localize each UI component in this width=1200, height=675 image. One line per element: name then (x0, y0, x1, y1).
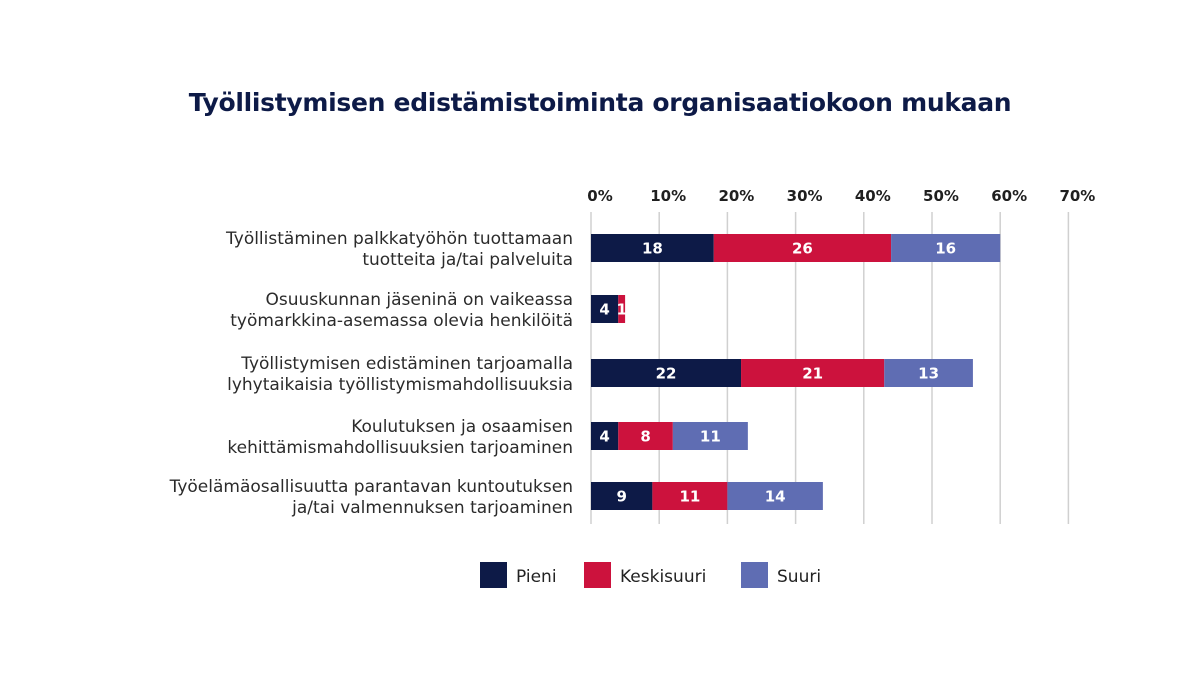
category-label: tuotteita ja/tai palveluita (362, 250, 573, 270)
x-tick-label: 0% (587, 187, 612, 205)
bar-segment-suuri (672, 422, 748, 450)
x-tick-label: 50% (923, 187, 959, 205)
x-tick-label: 60% (991, 187, 1027, 205)
x-tick-label: 20% (718, 187, 754, 205)
bar-segment-pieni (591, 482, 653, 510)
data-label: 11 (679, 488, 700, 506)
legend: Pieni Keskisuuri Suuri (480, 562, 821, 588)
bar-segment-pieni (591, 359, 742, 387)
bar-segment-suuri (884, 359, 973, 387)
data-label: 4 (599, 301, 609, 319)
bar-segment-keskisuuri (713, 234, 892, 262)
category-label: Työllistymisen edistäminen tarjoamalla (240, 354, 573, 374)
data-label: 21 (802, 365, 823, 383)
category-labels: Työllistäminen palkkatyöhön tuottamaantu… (169, 229, 573, 518)
data-label: 14 (765, 488, 786, 506)
bar-segment-keskisuuri (618, 422, 673, 450)
data-label: 13 (918, 365, 939, 383)
data-label: 18 (642, 240, 663, 258)
data-label: 22 (656, 365, 677, 383)
category-label: Työelämäosallisuutta parantavan kuntoutu… (169, 477, 573, 497)
bar-segment-pieni (591, 234, 714, 262)
category-label: Työllistäminen palkkatyöhön tuottamaan (225, 229, 573, 249)
category-label: lyhytaikaisia työllistymismahdollisuuksi… (227, 375, 573, 395)
legend-swatch-keskisuuri (584, 562, 611, 588)
chart-title: Työllistymisen edistämistoiminta organis… (188, 88, 1012, 117)
data-label: 11 (700, 428, 721, 446)
bar-segment-keskisuuri (618, 295, 626, 323)
data-label: 4 (599, 428, 609, 446)
legend-label: Pieni (516, 567, 557, 587)
data-label: 1 (616, 301, 626, 319)
bars: 18 26 164 122 21 134 8 119 11 14 (591, 234, 1001, 510)
bar-segment-keskisuuri (741, 359, 885, 387)
bar-segment-suuri (891, 234, 1001, 262)
data-label: 26 (792, 240, 813, 258)
bar-segment-pieni (591, 295, 619, 323)
bar-segment-suuri (727, 482, 823, 510)
category-label: Osuuskunnan jäseninä on vaikeassa (266, 290, 573, 310)
data-label: 8 (640, 428, 650, 446)
legend-label: Keskisuuri (620, 567, 706, 587)
data-label: 9 (616, 488, 626, 506)
category-label: ja/tai valmennuksen tarjoaminen (291, 498, 573, 518)
x-axis-ticks: 0% 10% 20% 30% 40% 50% 60% 70% (587, 187, 1095, 205)
category-label: työmarkkina-asemassa olevia henkilöitä (230, 311, 573, 331)
category-label: Koulutuksen ja osaamisen (351, 417, 573, 437)
x-tick-label: 10% (650, 187, 686, 205)
x-tick-label: 40% (855, 187, 891, 205)
legend-swatch-suuri (741, 562, 768, 588)
x-tick-label: 70% (1059, 187, 1095, 205)
bar-segment-pieni (591, 422, 619, 450)
category-label: kehittämismahdollisuuksien tarjoaminen (227, 438, 573, 458)
bar-segment-keskisuuri (652, 482, 728, 510)
legend-swatch-pieni (480, 562, 507, 588)
data-label: 16 (935, 240, 956, 258)
legend-label: Suuri (777, 567, 821, 587)
x-tick-label: 30% (787, 187, 823, 205)
